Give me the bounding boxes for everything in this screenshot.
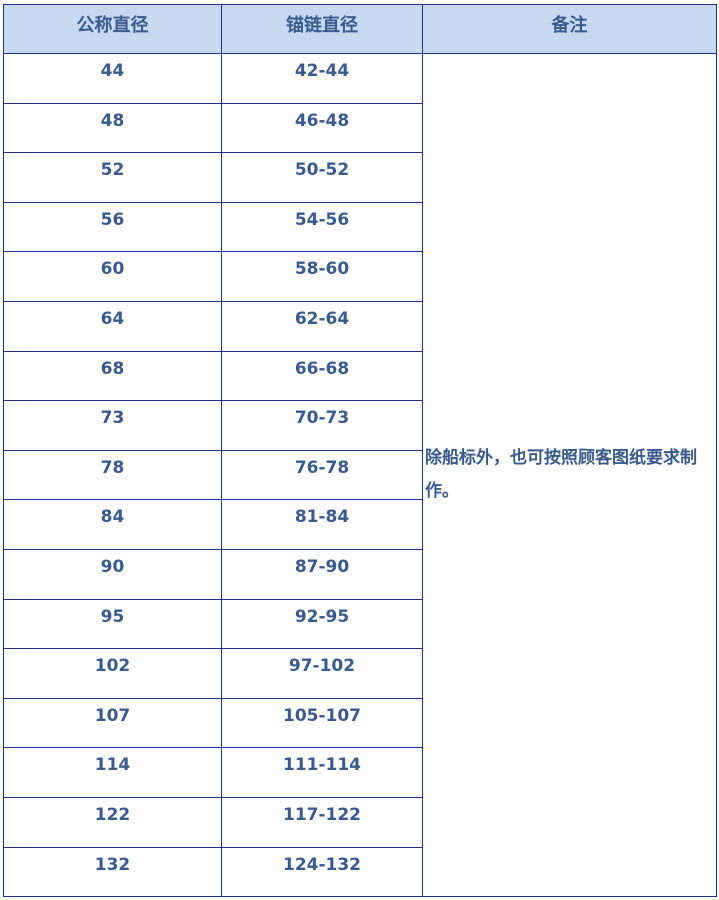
nominal-diameter-cell: 48 — [3, 102, 222, 154]
table-row: 78 76-78 — [3, 449, 717, 501]
nominal-diameter-cell: 90 — [3, 548, 222, 600]
chain-diameter-cell: 117-122 — [221, 796, 423, 848]
chain-diameter-cell: 50-52 — [221, 152, 423, 203]
nominal-diameter-cell: 52 — [3, 152, 222, 203]
nominal-diameter-cell: 132 — [3, 846, 222, 898]
header-nominal-diameter: 公称直径 — [3, 4, 222, 54]
table-row: 48 46-48 — [3, 102, 717, 154]
nominal-diameter-cell: 68 — [3, 350, 222, 402]
nominal-diameter-cell: 73 — [3, 400, 222, 451]
table-row: 84 81-84 — [3, 499, 717, 550]
table-row: 68 66-68 — [3, 350, 717, 402]
table-row: 132 124-132 — [3, 846, 717, 898]
nominal-diameter-cell: 60 — [3, 251, 222, 302]
header-remarks: 备注 — [422, 4, 717, 54]
chain-diameter-cell: 87-90 — [221, 548, 423, 600]
table-row: 60 58-60 — [3, 251, 717, 302]
table-row: 107 105-107 — [3, 697, 717, 749]
chain-diameter-cell: 42-44 — [221, 53, 423, 104]
chain-diameter-cell: 62-64 — [221, 300, 423, 352]
table-row: 102 97-102 — [3, 648, 717, 699]
chain-diameter-cell: 70-73 — [221, 400, 423, 451]
table-row: 64 62-64 — [3, 300, 717, 352]
table-row: 73 70-73 — [3, 400, 717, 451]
header-chain-diameter: 锚链直径 — [221, 4, 423, 54]
chain-diameter-cell: 81-84 — [221, 499, 423, 550]
table-row: 114 111-114 — [3, 747, 717, 798]
chain-diameter-cell: 58-60 — [221, 251, 423, 302]
nominal-diameter-cell: 107 — [3, 697, 222, 749]
chain-diameter-cell: 66-68 — [221, 350, 423, 402]
nominal-diameter-cell: 56 — [3, 201, 222, 253]
table-row: 52 50-52 — [3, 152, 717, 203]
chain-diameter-cell: 124-132 — [221, 846, 423, 898]
chain-diameter-cell: 92-95 — [221, 598, 423, 650]
header-row: 公称直径 锚链直径 备注 — [3, 4, 717, 54]
table-row: 56 54-56 — [3, 201, 717, 253]
table-row: 122 117-122 — [3, 796, 717, 848]
chain-diameter-cell: 54-56 — [221, 201, 423, 253]
remarks-cell: 除船标外，也可按照顾客图纸要求制作。 — [422, 52, 717, 898]
nominal-diameter-cell: 114 — [3, 747, 222, 798]
chain-diameter-cell: 46-48 — [221, 102, 423, 154]
nominal-diameter-cell: 102 — [3, 648, 222, 699]
nominal-diameter-cell: 84 — [3, 499, 222, 550]
table-row: 95 92-95 — [3, 598, 717, 650]
chain-diameter-cell: 105-107 — [221, 697, 423, 749]
nominal-diameter-cell: 95 — [3, 598, 222, 650]
table-row: 90 87-90 — [3, 548, 717, 600]
spec-table: 公称直径 锚链直径 备注 44 42-44 除船标外，也可按照顾客图纸要求制作。 48… — [3, 4, 717, 898]
nominal-diameter-cell: 122 — [3, 796, 222, 848]
chain-diameter-cell: 97-102 — [221, 648, 423, 699]
table-row: 44 42-44 除船标外，也可按照顾客图纸要求制作。 — [3, 52, 717, 898]
nominal-diameter-cell: 78 — [3, 449, 222, 501]
nominal-diameter-cell: 64 — [3, 300, 222, 352]
chain-diameter-cell: 76-78 — [221, 449, 423, 501]
nominal-diameter-cell: 44 — [3, 53, 222, 104]
chain-diameter-cell: 111-114 — [221, 747, 423, 798]
